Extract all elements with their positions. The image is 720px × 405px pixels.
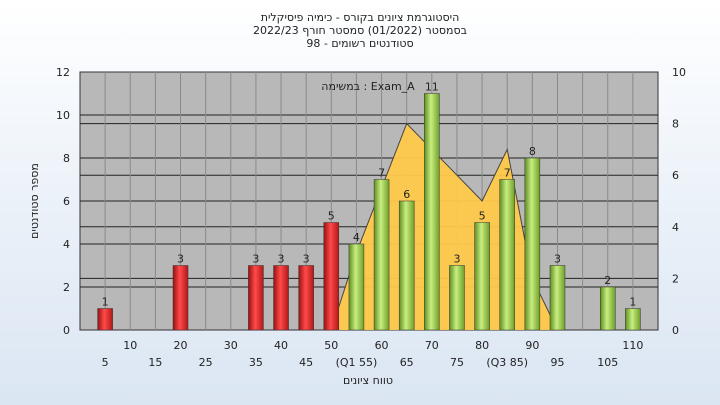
- data-label: 6: [403, 188, 410, 201]
- bar: [398, 200, 415, 331]
- y-tick-label: 6: [63, 195, 70, 208]
- y-tick-label: 8: [63, 152, 70, 165]
- bar: [499, 179, 515, 331]
- y-tick-label: 10: [56, 109, 70, 122]
- x-tick-label: 20: [174, 339, 188, 352]
- bar: [97, 308, 113, 331]
- data-labels: 1 3 3 3 3 5 4 7 6 11 3 5 7 8 3 2 1: [102, 81, 637, 309]
- data-label: 3: [278, 253, 285, 266]
- chart-title-line-2: בסמסטר (01/2022) סמסטר חורף 2022/23: [253, 24, 467, 37]
- chart-title: היסטוגרמת ציונים בקורס - כימיה פיסיקלית …: [253, 11, 467, 50]
- bar: [599, 286, 616, 331]
- x-tick-label: 25: [199, 356, 213, 369]
- x-tick-label: 35: [249, 356, 263, 369]
- y-tick-label: 2: [63, 281, 70, 294]
- y2-tick-label: 10: [672, 66, 686, 79]
- chart-title-line-3: 98 - סטודנטים רשומים: [306, 37, 413, 50]
- bar: [373, 179, 390, 331]
- bar: [474, 222, 490, 331]
- y2-tick-label: 0: [672, 324, 679, 337]
- x-tick-label: 45: [299, 356, 313, 369]
- x-tick-label: 15: [148, 356, 162, 369]
- data-label: 11: [425, 81, 439, 94]
- y-axis-title: מספר סטודנטים: [28, 163, 41, 239]
- data-label: 7: [504, 167, 511, 180]
- bar: [625, 308, 641, 331]
- bars: [97, 93, 641, 331]
- x-tick-label: 80: [475, 339, 489, 352]
- x-tick-label: 30: [224, 339, 238, 352]
- y-tick-label: 12: [56, 66, 70, 79]
- data-label: 3: [177, 253, 184, 266]
- y-tick-label: 0: [63, 324, 70, 337]
- bar: [449, 265, 465, 331]
- data-label: 5: [328, 210, 335, 223]
- x-tick-label: 5: [102, 356, 109, 369]
- data-label: 1: [102, 296, 109, 309]
- y-tick-label: 4: [63, 238, 70, 251]
- y-axis-left: 0 2 4 6 8 10 12: [56, 66, 70, 337]
- data-label: 4: [353, 231, 360, 244]
- bar: [298, 265, 314, 331]
- x-tick-label: 10: [123, 339, 137, 352]
- x-tick-label: 70: [425, 339, 439, 352]
- bar: [348, 243, 365, 331]
- x-axis: 10 20 30 40 50 60 70 80 90 110 5 15 25 35 45 (Q1 55) 65 7…: [102, 339, 644, 369]
- y2-tick-label: 8: [672, 118, 679, 131]
- x-tick-label: 60: [375, 339, 389, 352]
- data-label: 3: [453, 253, 460, 266]
- x-tick-label: 65: [400, 356, 414, 369]
- bar: [524, 157, 541, 331]
- x-tick-label: 95: [550, 356, 564, 369]
- chart-title-line-1: היסטוגרמת ציונים בקורס - כימיה פיסיקלית: [261, 11, 460, 24]
- x-tick-label: 90: [525, 339, 539, 352]
- data-label: 3: [252, 253, 259, 266]
- bar: [172, 265, 189, 331]
- data-label: 1: [629, 296, 636, 309]
- bar: [323, 222, 340, 331]
- bar: [248, 265, 264, 331]
- bar: [424, 93, 440, 331]
- x-tick-label: (Q1 55): [336, 356, 378, 369]
- data-label: 7: [378, 167, 385, 180]
- x-tick-label: 110: [622, 339, 643, 352]
- annotation-label: במשימה : Exam_A: [321, 80, 415, 93]
- x-tick-label: 40: [274, 339, 288, 352]
- data-label: 3: [554, 253, 561, 266]
- y-axis-right: 0 2 4 6 8 10: [672, 66, 686, 337]
- x-tick-label: 50: [324, 339, 338, 352]
- bar: [273, 265, 289, 331]
- data-label: 8: [529, 145, 536, 158]
- x-tick-label: (Q3 85): [486, 356, 528, 369]
- x-tick-label: 105: [597, 356, 618, 369]
- y2-tick-label: 2: [672, 272, 679, 285]
- y2-tick-label: 4: [672, 221, 679, 234]
- x-axis-title: טווח ציונים: [343, 374, 393, 387]
- x-tick-label: 75: [450, 356, 464, 369]
- y2-tick-label: 6: [672, 169, 679, 182]
- data-label: 2: [604, 274, 611, 287]
- data-label: 5: [479, 210, 486, 223]
- bar: [549, 265, 566, 331]
- data-label: 3: [303, 253, 310, 266]
